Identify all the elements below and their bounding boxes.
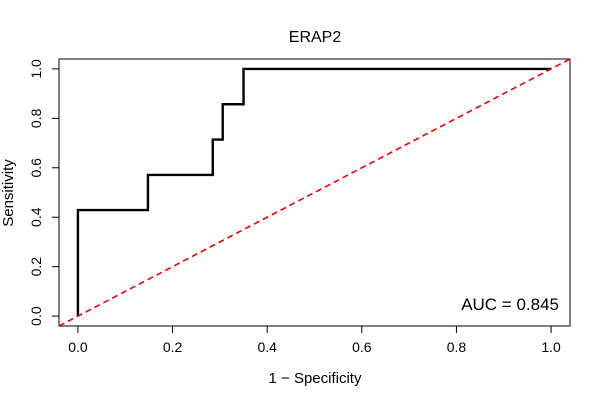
reference-diagonal-line (59, 59, 570, 326)
y-tick-label: 0.2 (28, 257, 44, 277)
x-axis-label: 1 − Specificity (269, 370, 362, 387)
series-layer (59, 59, 570, 326)
x-axis: 0.0 0.2 0.4 0.6 0.8 1.0 (68, 325, 561, 355)
auc-annotation: AUC = 0.845 (461, 295, 559, 314)
y-axis-label: Sensitivity (0, 159, 17, 227)
x-tick-label: 0.4 (257, 339, 277, 355)
y-tick-label: 0.0 (28, 306, 44, 326)
x-tick-label: 1.0 (541, 339, 561, 355)
y-tick-label: 0.4 (28, 207, 44, 227)
x-tick-label: 0.0 (68, 339, 88, 355)
x-tick-label: 0.2 (163, 339, 183, 355)
y-axis: 0.0 0.2 0.4 0.6 0.8 1.0 (28, 59, 60, 326)
roc-curve (76, 67, 552, 317)
x-tick-label: 0.8 (447, 339, 467, 355)
chart-title: ERAP2 (289, 29, 342, 46)
y-tick-label: 0.6 (28, 158, 44, 178)
y-tick-label: 0.8 (28, 108, 44, 128)
y-tick-label: 1.0 (28, 59, 44, 79)
x-tick-label: 0.6 (352, 339, 372, 355)
